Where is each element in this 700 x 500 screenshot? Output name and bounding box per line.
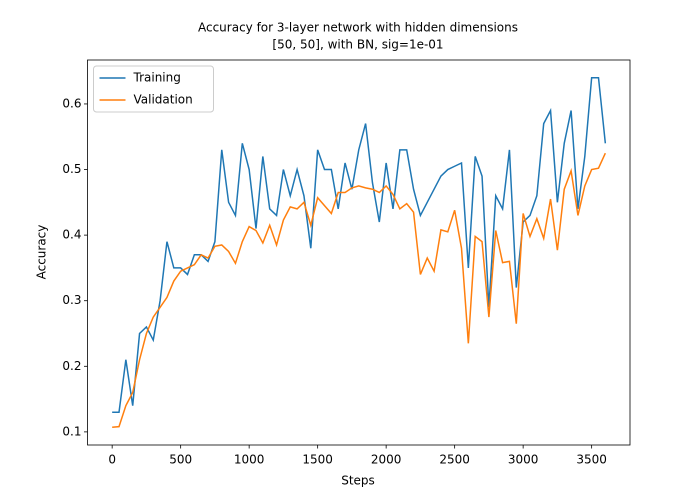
- y-tick-label: 0.5: [62, 162, 81, 176]
- legend-label: Validation: [134, 93, 193, 107]
- axes-frame: [87, 59, 631, 446]
- y-tick-label: 0.3: [62, 293, 81, 307]
- x-tick-label: 1500: [302, 453, 333, 467]
- y-tick-label: 0.2: [62, 359, 81, 373]
- x-tick-label: 3000: [508, 453, 539, 467]
- chart-title: [50, 50], with BN, sig=1e-01: [272, 38, 443, 52]
- y-axis-label: Accuracy: [35, 225, 49, 280]
- y-tick-label: 0.6: [62, 96, 81, 110]
- legend-label: Training: [133, 71, 181, 85]
- x-tick-label: 3500: [576, 453, 607, 467]
- y-tick-label: 0.1: [62, 424, 81, 438]
- y-tick-label: 0.4: [62, 228, 81, 242]
- x-tick-label: 1000: [234, 453, 265, 467]
- x-tick-label: 2000: [371, 453, 402, 467]
- data-line: [112, 76, 607, 413]
- x-tick-label: 500: [169, 453, 192, 467]
- x-tick-label: 0: [108, 453, 116, 467]
- x-axis-label: Steps: [341, 474, 375, 488]
- x-tick-label: 2500: [439, 453, 470, 467]
- chart-title: Accuracy for 3-layer network with hidden…: [198, 21, 518, 35]
- data-line: [112, 152, 607, 429]
